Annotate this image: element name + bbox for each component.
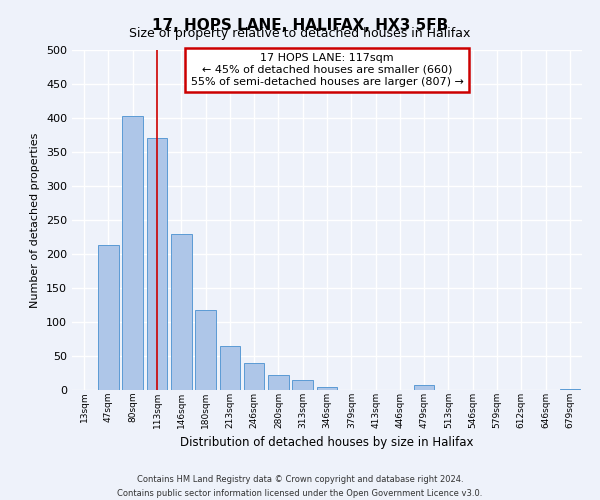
Bar (220, 346, 240, 390)
Text: Size of property relative to detached houses in Halifax: Size of property relative to detached ho… (130, 28, 470, 40)
Bar (195, 310, 216, 390)
Bar (560, 388, 580, 390)
Text: 17, HOPS LANE, HALIFAX, HX3 5FB: 17, HOPS LANE, HALIFAX, HX3 5FB (152, 18, 448, 32)
Text: 17 HOPS LANE: 117sqm
← 45% of detached houses are smaller (660)
55% of semi-deta: 17 HOPS LANE: 117sqm ← 45% of detached h… (191, 54, 463, 86)
X-axis label: Distribution of detached houses by size in Halifax: Distribution of detached houses by size … (180, 436, 474, 449)
Bar (268, 375, 289, 390)
Bar (122, 116, 143, 390)
Text: Contains HM Land Registry data © Crown copyright and database right 2024.
Contai: Contains HM Land Registry data © Crown c… (118, 476, 482, 498)
Bar (317, 386, 337, 390)
Bar (244, 363, 265, 390)
Bar (98, 245, 119, 390)
Bar (414, 384, 434, 390)
Y-axis label: Number of detached properties: Number of detached properties (31, 132, 40, 308)
Bar (146, 138, 167, 390)
Bar (292, 380, 313, 390)
Bar (171, 234, 191, 390)
